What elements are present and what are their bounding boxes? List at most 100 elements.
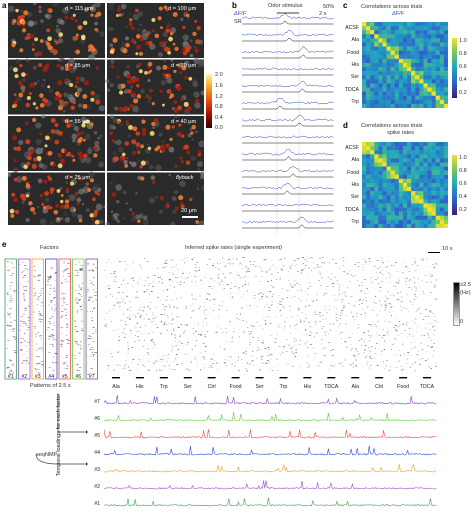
factor-pattern-tick bbox=[60, 344, 63, 345]
raster-event bbox=[198, 270, 200, 271]
matrix-cell bbox=[432, 183, 436, 187]
raster-event bbox=[369, 356, 371, 357]
trace-plot bbox=[234, 12, 338, 242]
neuron-marker bbox=[27, 155, 32, 160]
factor-pattern-tick bbox=[48, 277, 51, 278]
raster-event bbox=[205, 318, 206, 319]
raster-event bbox=[324, 332, 325, 333]
neuron-marker bbox=[161, 148, 166, 153]
factor-pattern-tick bbox=[77, 345, 79, 346]
factor-pattern-tick bbox=[62, 341, 64, 342]
raster-event bbox=[329, 309, 330, 310]
matrix-cell bbox=[415, 63, 419, 67]
raster-event bbox=[396, 367, 397, 368]
matrix-cell bbox=[399, 51, 403, 55]
raster-event bbox=[271, 274, 273, 275]
matrix-cell bbox=[391, 203, 395, 207]
factor-pattern-tick bbox=[28, 320, 30, 321]
matrix-cell bbox=[407, 162, 411, 166]
raster-event bbox=[162, 361, 163, 362]
raster-event bbox=[125, 334, 126, 335]
neuron-marker bbox=[25, 139, 30, 144]
raster-event bbox=[289, 280, 290, 281]
raster-event bbox=[212, 363, 213, 364]
raster-event bbox=[384, 321, 386, 322]
neuron-marker bbox=[26, 184, 30, 188]
matrix-cell bbox=[411, 71, 415, 75]
matrix-cell bbox=[395, 42, 399, 46]
matrix-cell bbox=[370, 71, 374, 75]
raster-event bbox=[323, 326, 324, 327]
raster-event bbox=[432, 327, 433, 328]
raster-event bbox=[191, 317, 192, 318]
spike-rate-trace bbox=[242, 21, 334, 24]
factor-pattern-tick bbox=[34, 271, 36, 272]
factor-pattern-tick bbox=[63, 298, 66, 299]
raster-event bbox=[308, 278, 309, 279]
matrix-cell bbox=[440, 38, 444, 42]
loading-trace bbox=[104, 480, 436, 489]
raster-event bbox=[398, 300, 399, 301]
matrix-cell bbox=[391, 146, 395, 150]
raster-event bbox=[238, 357, 239, 358]
raster-event bbox=[140, 317, 141, 318]
factor-pattern-tick bbox=[63, 272, 64, 273]
neuron-marker bbox=[14, 93, 17, 96]
tissue-texture bbox=[38, 179, 43, 184]
matrix-cell bbox=[428, 199, 432, 203]
factor-pattern-tick bbox=[88, 336, 90, 337]
factor-pattern-tick bbox=[88, 344, 90, 345]
raster-event bbox=[187, 354, 188, 355]
raster-event bbox=[368, 364, 369, 365]
colorbar-c-tick: 0.6 bbox=[459, 64, 467, 70]
raster-event bbox=[180, 342, 182, 343]
raster-event bbox=[387, 333, 388, 334]
factor-pattern-tick bbox=[37, 280, 40, 281]
raster-event bbox=[127, 268, 128, 269]
raster-event bbox=[129, 319, 131, 320]
matrix-cell bbox=[374, 26, 378, 30]
tissue-texture bbox=[87, 149, 92, 154]
factor-pattern-tick bbox=[77, 370, 80, 371]
raster-event bbox=[322, 257, 323, 258]
factor-pattern-tick bbox=[82, 283, 83, 284]
raster-event bbox=[267, 281, 269, 282]
raster-event bbox=[314, 312, 316, 313]
matrix-cell bbox=[432, 154, 436, 158]
matrix-cell bbox=[374, 158, 378, 162]
raster-event bbox=[157, 268, 158, 269]
raster-event bbox=[347, 287, 348, 288]
raster-event bbox=[173, 306, 174, 307]
matrix-cell bbox=[362, 212, 366, 216]
factor-pattern-tick bbox=[51, 335, 53, 336]
factor-pattern-tick bbox=[94, 352, 97, 353]
matrix-cell bbox=[444, 224, 448, 228]
raster-event bbox=[399, 350, 400, 351]
raster-event bbox=[422, 349, 423, 350]
raster-event bbox=[315, 321, 316, 322]
factor-pattern-tick bbox=[47, 277, 48, 278]
raster-event bbox=[412, 304, 413, 305]
neuron-marker bbox=[25, 122, 29, 126]
raster-event bbox=[220, 347, 221, 348]
factor-pattern-tick bbox=[94, 307, 95, 308]
raster-event bbox=[379, 291, 380, 292]
neuron-marker bbox=[194, 48, 199, 53]
neuron-marker bbox=[131, 26, 135, 30]
matrix-cell bbox=[378, 208, 382, 212]
matrix-cell bbox=[366, 34, 370, 38]
matrix-cell bbox=[370, 195, 374, 199]
raster-event bbox=[425, 328, 426, 329]
factor-pattern-tick bbox=[65, 270, 67, 271]
neuron-marker bbox=[186, 106, 191, 111]
raster-event bbox=[357, 262, 358, 263]
matrix-cell bbox=[444, 142, 448, 146]
matrix-cell bbox=[395, 55, 399, 59]
raster-event bbox=[142, 365, 144, 366]
raster-event bbox=[404, 278, 405, 279]
raster-event bbox=[161, 321, 162, 322]
raster-event bbox=[131, 311, 132, 312]
raster-event bbox=[277, 370, 278, 371]
neuron-marker bbox=[15, 9, 18, 12]
matrix-cell bbox=[415, 47, 419, 51]
